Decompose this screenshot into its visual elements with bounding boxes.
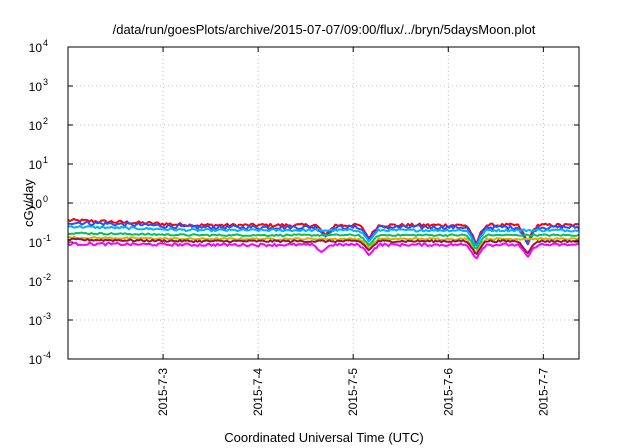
y-tick-label: 10	[29, 41, 43, 55]
series-lines	[67, 217, 580, 260]
y-tick-exponent: 0	[43, 194, 48, 204]
y-tick-exponent: 3	[43, 77, 48, 87]
series-line-2	[67, 220, 580, 246]
y-tick-label: 10	[29, 236, 43, 250]
y-tick-exponent: -2	[43, 272, 51, 282]
series-line-4	[68, 231, 580, 250]
x-tick-label: 2015-7-4	[251, 368, 265, 416]
y-tick-label: 10	[29, 158, 43, 172]
y-tick-exponent: -4	[43, 350, 51, 360]
x-tick-label: 2015-7-3	[156, 368, 170, 416]
y-tick-label: 10	[29, 197, 43, 211]
grid	[68, 47, 579, 359]
series-line-6	[67, 237, 580, 255]
y-tick-exponent: 4	[43, 38, 48, 48]
y-tick-label: 10	[29, 119, 43, 133]
y-tick-exponent: 1	[43, 155, 48, 165]
y-tick-label: 10	[29, 80, 43, 94]
x-tick-label: 2015-7-6	[441, 368, 455, 416]
series-line-5	[67, 235, 580, 253]
series-line-3	[67, 225, 580, 247]
y-tick-exponent: -3	[43, 311, 51, 321]
y-tick-exponent: -1	[43, 233, 51, 243]
y-tick-label: 10	[29, 275, 43, 289]
y-tick-label: 10	[29, 353, 43, 367]
y-tick-exponent: 2	[43, 116, 48, 126]
x-tick-label: 2015-7-7	[536, 368, 550, 416]
y-axis-label: cGy/day	[21, 179, 36, 227]
x-tick-label: 2015-7-5	[346, 368, 360, 416]
chart-title: /data/run/goesPlots/archive/2015-07-07/0…	[113, 22, 536, 37]
x-axis: 2015-7-3 2015-7-4 2015-7-5 2015-7-6 2015-7-7	[156, 47, 550, 416]
y-tick-label: 10	[29, 314, 43, 328]
series-line-7	[67, 241, 580, 260]
x-axis-label: Coordinated Universal Time (UTC)	[224, 430, 423, 445]
